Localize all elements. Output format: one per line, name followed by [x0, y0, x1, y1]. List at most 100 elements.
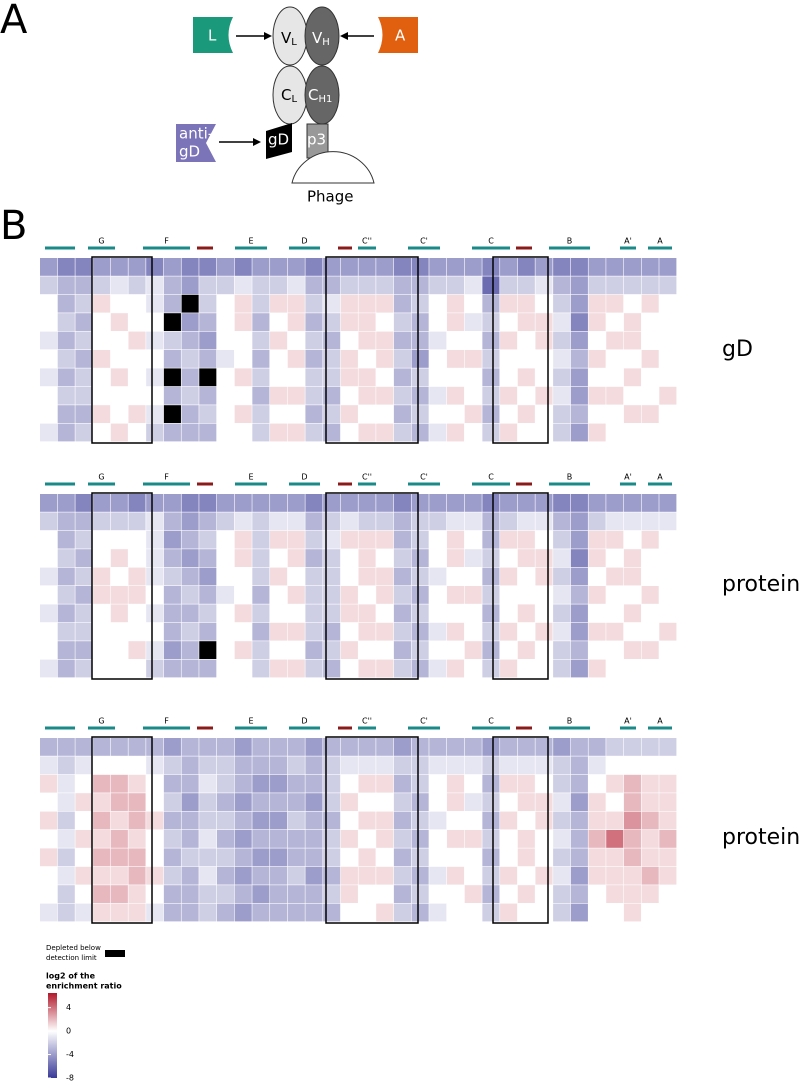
heat-cell: [641, 549, 659, 567]
heat-cell: [110, 738, 128, 756]
heat-cell: [40, 258, 58, 276]
heat-cell: [40, 811, 58, 830]
heat-cell: [535, 659, 553, 678]
heat-cell: [323, 331, 341, 350]
heat-cell: [234, 258, 252, 276]
heat-cell: [128, 405, 146, 423]
heat-cell: [659, 885, 677, 903]
heat-cell: [234, 530, 252, 549]
heat-cell: [252, 350, 270, 368]
heat-cell: [270, 313, 288, 331]
heat-cell: [57, 386, 75, 405]
heat-cell: [464, 530, 482, 549]
heat-cell: [181, 276, 199, 295]
heat-cell: [429, 313, 447, 331]
heat-cell: [181, 622, 199, 641]
heat-cell: [270, 866, 288, 885]
heat-cell: [181, 586, 199, 604]
depleted-cell: [199, 641, 217, 659]
heat-cell: [323, 885, 341, 903]
heat-cell: [411, 294, 429, 313]
heat-cell: [429, 258, 447, 276]
heat-cell: [393, 258, 411, 276]
heat-cell: [93, 659, 111, 678]
heat-cell: [500, 530, 518, 549]
heat-cell: [216, 622, 235, 641]
heat-cell: [216, 350, 235, 368]
heat-cell: [323, 494, 341, 512]
heat-cell: [340, 903, 358, 922]
heat-cell: [376, 530, 394, 549]
heat-cell: [517, 903, 535, 922]
heat-cell: [500, 586, 518, 604]
heat-cell: [500, 641, 518, 659]
heat-cell: [57, 641, 75, 659]
heat-cell: [606, 258, 624, 276]
heat-cell: [305, 830, 323, 848]
heat-cell: [93, 405, 111, 423]
heat-cell: [411, 313, 429, 331]
heat-cell: [588, 586, 606, 604]
strand-label: A': [624, 473, 632, 482]
heat-cell: [57, 738, 75, 756]
heat-cell: [482, 368, 500, 387]
heat-cell: [464, 423, 482, 442]
domain-main: V: [312, 29, 323, 47]
heat-cell: [163, 530, 181, 549]
heat-cell: [482, 258, 500, 276]
heat-cell: [464, 294, 482, 313]
heat-cell: [323, 903, 341, 922]
heat-cell: [199, 530, 217, 549]
heat-cell: [146, 811, 164, 830]
heat-cell: [446, 830, 465, 848]
heat-cell: [500, 350, 518, 368]
heat-cell: [252, 604, 270, 623]
heat-cell: [75, 276, 93, 295]
heat-cell: [464, 830, 482, 848]
heat-cell: [110, 350, 128, 368]
heat-cell: [305, 405, 323, 423]
heat-cell: [216, 549, 235, 567]
heat-cell: [234, 830, 252, 848]
heat-cell: [446, 738, 465, 756]
heat-cell: [659, 276, 677, 295]
heat-cell: [340, 622, 358, 641]
heat-cell: [641, 386, 659, 405]
heat-cell: [393, 530, 411, 549]
heat-cell: [75, 368, 93, 387]
heat-cell: [570, 738, 588, 756]
heat-cell: [482, 738, 500, 756]
heat-cell: [287, 793, 305, 811]
heat-cell: [234, 903, 252, 922]
heat-cell: [340, 423, 358, 442]
heat-cell: [287, 313, 305, 331]
heat-cell: [500, 885, 518, 903]
heat-cell: [270, 294, 288, 313]
heat-cell: [446, 386, 465, 405]
heat-cell: [270, 276, 288, 295]
heat-cell: [181, 530, 199, 549]
heat-cell: [553, 793, 571, 811]
heat-cell: [110, 423, 128, 442]
heat-cell: [287, 512, 305, 531]
strand-label: E: [248, 473, 253, 482]
heat-cell: [570, 641, 588, 659]
heat-cell: [199, 903, 217, 922]
strand-label: G: [98, 237, 104, 246]
heat-cell: [376, 622, 394, 641]
heat-cell: [287, 830, 305, 848]
heat-cell: [305, 659, 323, 678]
heat-cell: [482, 294, 500, 313]
strand-label: C: [488, 717, 494, 726]
heat-cell: [464, 512, 482, 531]
heat-cell: [57, 530, 75, 549]
heat-cell: [128, 567, 146, 586]
heat-cell: [588, 604, 606, 623]
heat-cell: [376, 885, 394, 903]
heat-cell: [252, 641, 270, 659]
heat-cell: [641, 830, 659, 848]
heat-cell: [623, 494, 642, 512]
heat-cell: [393, 903, 411, 922]
heat-cell: [500, 294, 518, 313]
heat-cell: [393, 604, 411, 623]
